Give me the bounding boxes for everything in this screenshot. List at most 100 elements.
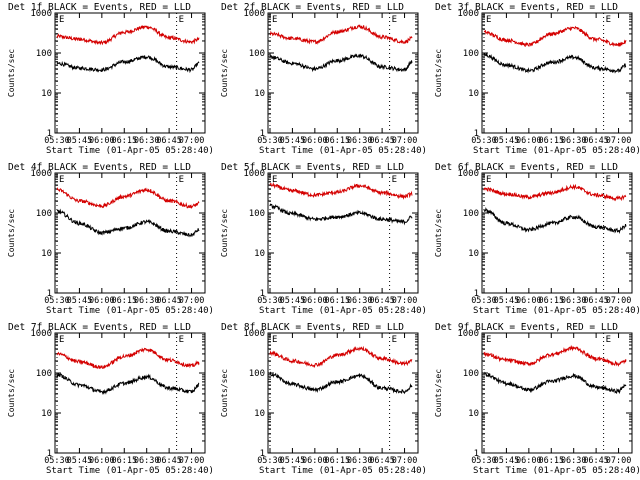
x-tick-label: 06:15 bbox=[324, 456, 350, 466]
x-tick-label: 07:00 bbox=[606, 296, 632, 306]
series-events-line bbox=[56, 372, 200, 396]
event-marker-label: E bbox=[392, 335, 397, 345]
y-axis-label: Counts/sec bbox=[220, 369, 229, 417]
x-tick-label: 06:30 bbox=[347, 296, 373, 306]
y-tick-label: 1 bbox=[47, 449, 52, 459]
plot-frame bbox=[267, 332, 419, 454]
y-axis-label: Counts/sec bbox=[434, 369, 443, 417]
x-tick-label: 07:00 bbox=[392, 296, 418, 306]
x-tick-label: 06:15 bbox=[538, 456, 564, 466]
y-axis-label: Counts/sec bbox=[220, 49, 229, 97]
x-tick-label: 07:00 bbox=[392, 456, 418, 466]
x-axis-label: Start Time (01-Apr-05 05:28:40) bbox=[473, 466, 640, 476]
chart-panel-4: Det 4f BLACK = Events, RED = LLD 1 10 100 10… bbox=[7, 162, 214, 316]
x-tick-label: 07:00 bbox=[606, 136, 632, 146]
series-events-line bbox=[483, 371, 627, 395]
y-tick-label: 1 bbox=[474, 129, 479, 139]
x-tick-label: 06:00 bbox=[302, 456, 328, 466]
y-tick-label: 1000 bbox=[243, 169, 265, 179]
event-marker-label: E bbox=[486, 15, 491, 25]
x-tick-label: 05:30 bbox=[471, 136, 497, 146]
plot-frame bbox=[481, 332, 633, 454]
x-axis-label: Start Time (01-Apr-05 05:28:40) bbox=[259, 306, 427, 316]
event-marker-label: E bbox=[179, 335, 184, 345]
x-tick-label: 05:30 bbox=[257, 296, 283, 306]
x-tick-label: 06:15 bbox=[538, 296, 564, 306]
y-axis-label: Counts/sec bbox=[7, 49, 16, 97]
x-tick-label: 06:45 bbox=[583, 456, 609, 466]
event-marker-label: E bbox=[59, 175, 64, 185]
y-tick-label: 1000 bbox=[457, 329, 479, 339]
y-tick-label: 1 bbox=[474, 289, 479, 299]
x-axis-label: Start Time (01-Apr-05 05:28:40) bbox=[46, 306, 214, 316]
y-tick-label: 10 bbox=[254, 89, 265, 99]
x-tick-label: 06:15 bbox=[111, 456, 137, 466]
y-tick-label: 10 bbox=[468, 409, 479, 419]
y-tick-label: 100 bbox=[463, 369, 479, 379]
event-marker-label: E bbox=[272, 175, 277, 185]
series-lld-line bbox=[56, 24, 200, 46]
x-tick-label: 06:15 bbox=[538, 136, 564, 146]
y-tick-label: 1 bbox=[260, 289, 265, 299]
x-tick-label: 05:30 bbox=[471, 296, 497, 306]
x-axis-label: Start Time (01-Apr-05 05:28:40) bbox=[259, 146, 427, 156]
x-axis-label: Start Time (01-Apr-05 05:28:40) bbox=[259, 466, 427, 476]
x-tick-label: 06:00 bbox=[516, 296, 542, 306]
y-axis-label: Counts/sec bbox=[7, 209, 16, 257]
plot-frame bbox=[481, 172, 633, 294]
y-axis-label: Counts/sec bbox=[434, 209, 443, 257]
x-tick-label: 06:00 bbox=[89, 456, 115, 466]
chart-panel-8: Det 8f BLACK = Events, RED = LLD 1 10 100 10… bbox=[220, 322, 427, 476]
chart-panel-3: Det 3f BLACK = Events, RED = LLD 1 10 100 10… bbox=[434, 2, 640, 156]
chart-panel-6: Det 6f BLACK = Events, RED = LLD 1 10 100 10… bbox=[434, 162, 640, 316]
y-tick-label: 1 bbox=[47, 289, 52, 299]
y-tick-label: 10 bbox=[41, 249, 52, 259]
series-events-line bbox=[483, 52, 627, 74]
x-tick-label: 06:30 bbox=[561, 136, 587, 146]
x-tick-label: 05:45 bbox=[67, 136, 93, 146]
x-tick-label: 05:30 bbox=[44, 136, 70, 146]
series-lld-line bbox=[269, 345, 413, 369]
y-tick-label: 1000 bbox=[243, 9, 265, 19]
y-tick-label: 10 bbox=[41, 89, 52, 99]
series-lld-line bbox=[56, 347, 200, 370]
series-events-line bbox=[269, 371, 413, 395]
x-tick-label: 05:45 bbox=[280, 136, 306, 146]
x-tick-label: 05:45 bbox=[280, 296, 306, 306]
y-tick-label: 1 bbox=[260, 449, 265, 459]
chart-panel-9: Det 9f BLACK = Events, RED = LLD 1 10 100 10… bbox=[434, 322, 640, 476]
x-tick-label: 05:30 bbox=[44, 456, 70, 466]
event-marker-label: E bbox=[606, 335, 611, 345]
y-tick-label: 100 bbox=[36, 209, 52, 219]
chart-panel-2: Det 2f BLACK = Events, RED = LLD 1 10 100 10… bbox=[220, 2, 427, 156]
x-tick-label: 06:45 bbox=[369, 296, 395, 306]
series-events-line bbox=[56, 208, 200, 238]
x-tick-label: 05:30 bbox=[257, 456, 283, 466]
x-tick-label: 06:45 bbox=[369, 456, 395, 466]
x-tick-label: 06:45 bbox=[156, 296, 182, 306]
y-tick-label: 100 bbox=[463, 209, 479, 219]
series-lld-line bbox=[269, 24, 413, 45]
x-tick-label: 06:00 bbox=[516, 136, 542, 146]
y-axis-label: Counts/sec bbox=[434, 49, 443, 97]
plot-frame bbox=[481, 12, 633, 134]
chart-title: Det 8f BLACK = Events, RED = LLD bbox=[221, 322, 404, 333]
y-tick-label: 1 bbox=[474, 449, 479, 459]
x-tick-label: 07:00 bbox=[179, 456, 205, 466]
chart-title: Det 3f BLACK = Events, RED = LLD bbox=[435, 2, 618, 13]
event-marker-label: E bbox=[606, 175, 611, 185]
series-lld-line bbox=[56, 187, 200, 209]
x-tick-label: 06:45 bbox=[156, 136, 182, 146]
x-tick-label: 06:30 bbox=[347, 136, 373, 146]
x-axis-label: Start Time (01-Apr-05 05:28:40) bbox=[473, 146, 640, 156]
x-tick-label: 06:15 bbox=[324, 296, 350, 306]
x-axis-label: Start Time (01-Apr-05 05:28:40) bbox=[46, 466, 214, 476]
chart-panel-5: Det 5f BLACK = Events, RED = LLD 1 10 100 10… bbox=[220, 162, 427, 316]
x-tick-label: 06:15 bbox=[324, 136, 350, 146]
event-marker-label: E bbox=[272, 15, 277, 25]
x-tick-label: 06:45 bbox=[583, 136, 609, 146]
event-marker-label: E bbox=[486, 175, 491, 185]
x-tick-label: 06:00 bbox=[89, 136, 115, 146]
y-axis-label: Counts/sec bbox=[7, 369, 16, 417]
